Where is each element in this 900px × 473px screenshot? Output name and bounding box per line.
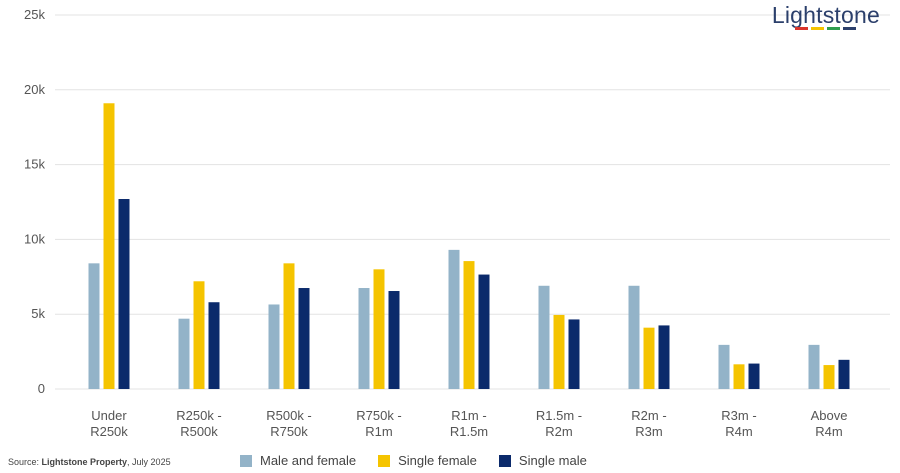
bar xyxy=(283,263,295,389)
x-category-label: R1.5m xyxy=(450,424,488,439)
brand-logo: Lightstone xyxy=(772,2,880,30)
brand-stripes xyxy=(772,27,880,30)
bar xyxy=(658,325,670,389)
x-category-label: R3m xyxy=(635,424,662,439)
x-category-label: R500k - xyxy=(266,408,312,423)
source-note: Source: Lightstone Property, July 2025 xyxy=(8,457,171,467)
x-category-label: R500k xyxy=(180,424,218,439)
x-category-label: R2m - xyxy=(631,408,666,423)
legend-label: Single male xyxy=(518,453,587,468)
legend-swatch xyxy=(240,454,252,467)
y-tick-label: 20k xyxy=(24,82,45,97)
bar xyxy=(178,318,190,389)
bar xyxy=(718,344,730,389)
y-tick-label: 15k xyxy=(24,157,45,172)
y-axis-ticks: 0 5k 10k 15k 20k 25k xyxy=(24,7,45,396)
bar xyxy=(463,261,475,389)
legend-label: Male and female xyxy=(260,453,357,468)
x-category-label: R2m xyxy=(545,424,572,439)
bar xyxy=(388,291,400,389)
bar xyxy=(193,281,205,389)
bar xyxy=(478,274,490,389)
bar xyxy=(373,269,385,389)
y-tick-label: 10k xyxy=(24,231,45,246)
brand-stripe-navy xyxy=(843,27,857,30)
x-category-label: Under xyxy=(91,408,127,423)
bar xyxy=(568,319,580,389)
x-category-label: R1.5m - xyxy=(536,408,582,423)
bar xyxy=(538,285,550,389)
x-category-label: R250k xyxy=(90,424,128,439)
bar xyxy=(268,304,280,389)
x-category-label: R3m - xyxy=(721,408,756,423)
x-category-label: R750k xyxy=(270,424,308,439)
x-category-label: Above xyxy=(811,408,848,423)
bar xyxy=(628,285,640,389)
bar xyxy=(643,327,655,389)
x-category-label: R4m xyxy=(725,424,752,439)
bar xyxy=(733,364,745,389)
bar xyxy=(298,288,310,389)
bar xyxy=(118,199,130,389)
legend-swatch xyxy=(378,454,391,467)
legend-item-single-female: Single female xyxy=(378,453,477,468)
legend-swatch xyxy=(498,454,511,467)
bar xyxy=(358,288,370,389)
source-date: , July 2025 xyxy=(127,457,171,467)
brand-stripe-yellow xyxy=(811,27,825,30)
x-category-label: R1m - xyxy=(451,408,486,423)
bar xyxy=(103,103,115,389)
x-category-label: R250k - xyxy=(176,408,222,423)
legend-item-male-and-female: Male and female xyxy=(240,453,356,468)
legend-label: Single female xyxy=(398,453,477,468)
brand-name: Lightstone xyxy=(771,2,880,28)
x-category-label: R750k - xyxy=(356,408,402,423)
bar xyxy=(448,249,460,389)
y-tick-label: 5k xyxy=(31,306,45,321)
x-category-label: R1m xyxy=(365,424,392,439)
source-name: Lightstone Property xyxy=(41,457,128,467)
bar xyxy=(823,365,835,389)
y-tick-label: 0 xyxy=(38,381,45,396)
bars xyxy=(88,103,850,389)
bar xyxy=(553,314,565,389)
bar xyxy=(808,344,820,389)
bar xyxy=(838,359,850,389)
bar xyxy=(208,302,220,389)
bar xyxy=(88,263,100,389)
x-category-label: R4m xyxy=(815,424,842,439)
source-prefix: Source: xyxy=(8,457,42,467)
chart-legend: Male and female Single female Single mal… xyxy=(240,453,587,468)
brand-stripe-green xyxy=(827,27,841,30)
bar xyxy=(748,363,760,389)
legend-item-single-male: Single male xyxy=(498,453,587,468)
y-tick-label: 25k xyxy=(24,7,45,22)
brand-stripe-red xyxy=(795,27,809,30)
